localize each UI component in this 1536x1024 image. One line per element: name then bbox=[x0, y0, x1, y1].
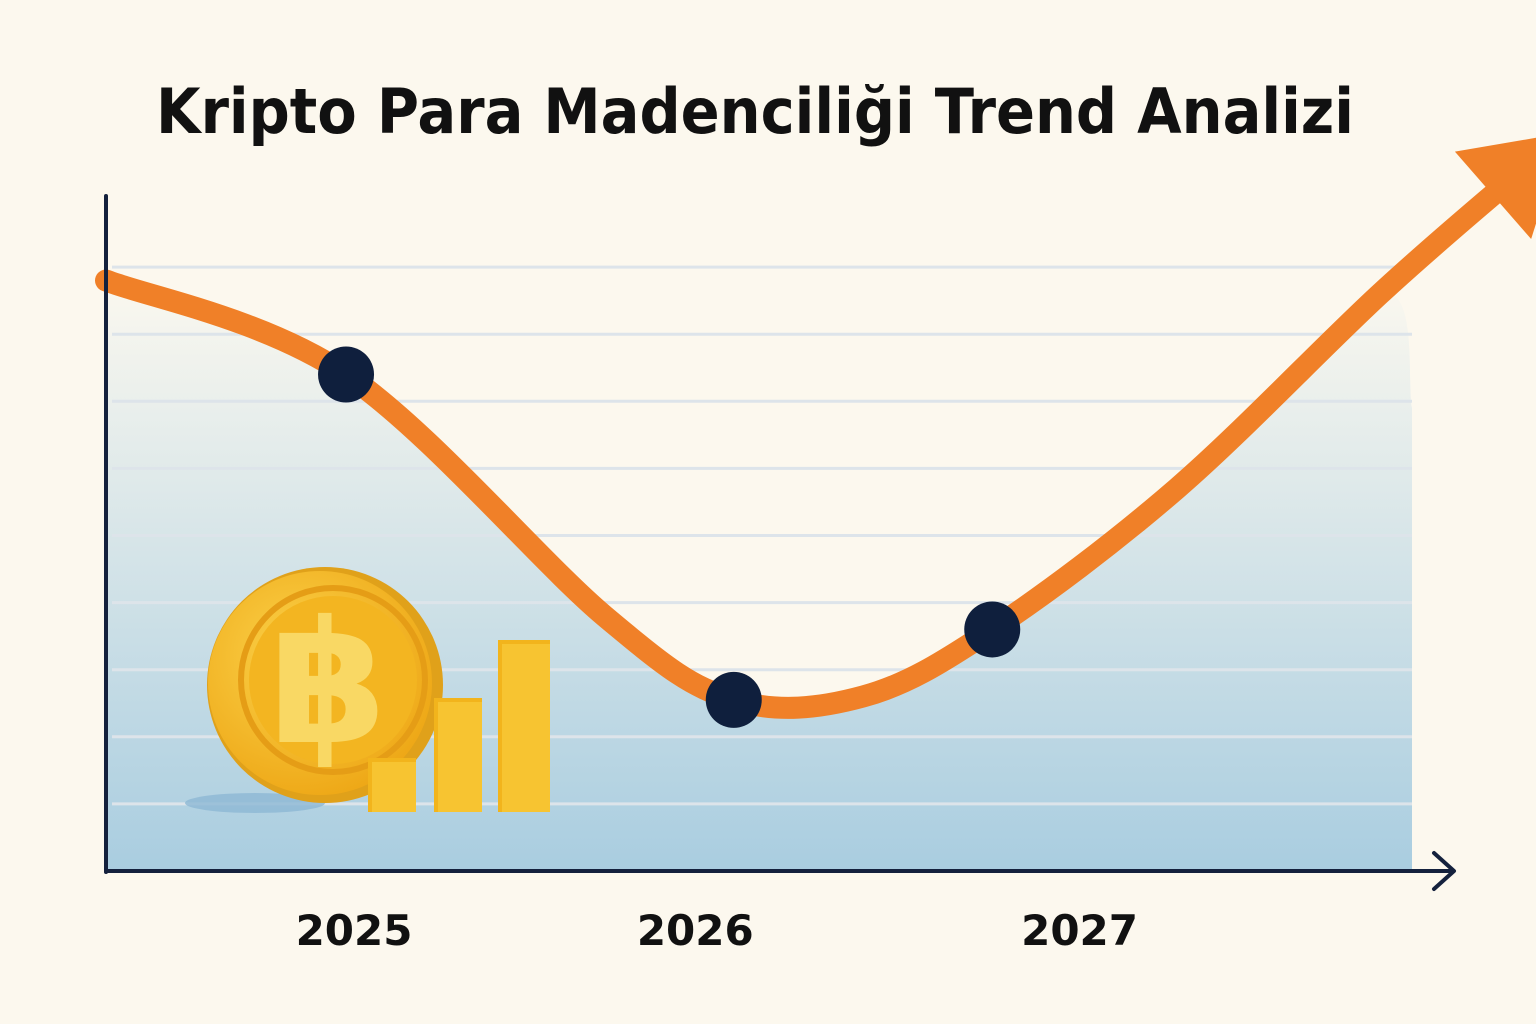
axes bbox=[104, 194, 1456, 891]
svg-text:฿: ฿ bbox=[269, 585, 387, 783]
data-point-marker bbox=[705, 671, 762, 728]
x-tick-label: 2026 bbox=[637, 906, 754, 955]
x-tick-label: 2027 bbox=[1021, 906, 1138, 955]
x-tick-labels: 2025 2026 2027 bbox=[296, 906, 1138, 955]
chart-title: Kripto Para Madenciliği Trend Analizi bbox=[156, 75, 1354, 148]
data-point-marker bbox=[318, 346, 375, 403]
x-axis-arrow-icon bbox=[1432, 851, 1456, 891]
bitcoin-coin-icon: ฿ bbox=[185, 567, 443, 813]
trend-arrowhead bbox=[1454, 137, 1536, 240]
data-point-marker bbox=[964, 601, 1021, 658]
trend-line bbox=[95, 158, 1535, 719]
gold-bar-chart-icon bbox=[368, 640, 550, 812]
x-tick-label: 2025 bbox=[296, 906, 413, 955]
grid-lines bbox=[112, 265, 1412, 806]
data-markers bbox=[318, 346, 1021, 728]
